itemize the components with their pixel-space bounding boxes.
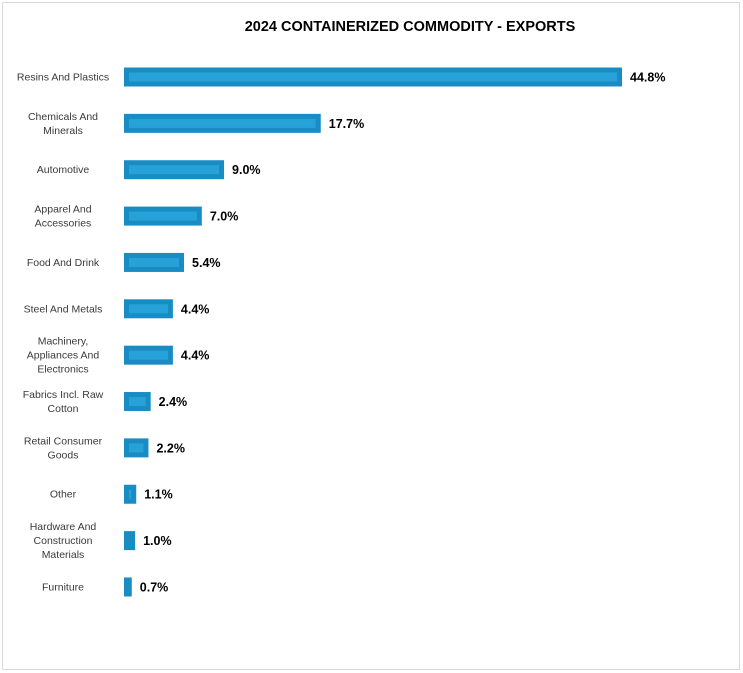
category-label-line: Appliances And <box>27 350 100 362</box>
category-label-line: Food And Drink <box>27 257 100 269</box>
category-label-line: Chemicals And <box>28 111 98 123</box>
category-label-line: Machinery, <box>38 336 89 348</box>
category-label-line: Resins And Plastics <box>17 72 109 84</box>
value-label: 44.8% <box>630 71 665 85</box>
category-label-line: Automotive <box>37 164 90 176</box>
bar-highlight <box>129 211 197 221</box>
category-label-line: Other <box>50 489 77 501</box>
value-label: 4.4% <box>181 302 210 316</box>
bar-highlight <box>129 118 316 128</box>
category-label-line: Goods <box>48 449 79 461</box>
bar <box>124 577 132 597</box>
category-label: Steel And Metals <box>24 303 103 315</box>
category-label: Furniture <box>42 581 84 593</box>
category-label: Resins And Plastics <box>17 72 109 84</box>
value-label: 1.1% <box>144 488 173 502</box>
bar-highlight <box>129 397 146 407</box>
category-label: Fabrics Incl. Raw Cotton <box>23 389 104 415</box>
category-label-line: Furniture <box>42 581 84 593</box>
category-label: Machinery, Appliances And Electronics <box>27 336 100 376</box>
category-label-line: Steel And Metals <box>24 303 103 315</box>
category-label-line: Hardware And <box>30 521 97 533</box>
category-label: Food And Drink <box>27 257 100 269</box>
value-label: 4.4% <box>181 349 210 363</box>
bar-highlight <box>129 165 220 175</box>
value-label: 9.0% <box>232 163 261 177</box>
category-label-line: Retail Consumer <box>24 435 103 447</box>
category-label: Apparel And Accessories <box>34 204 91 230</box>
value-label: 5.4% <box>192 256 221 270</box>
category-label-line: Accessories <box>35 218 92 230</box>
category-label-line: Minerals <box>43 125 83 137</box>
bar-highlight <box>129 443 144 453</box>
value-label: 2.4% <box>159 395 188 409</box>
category-label-line: Electronics <box>37 364 88 376</box>
value-label: 17.7% <box>329 117 364 131</box>
value-label: 0.7% <box>140 580 169 594</box>
category-label: Hardware And Construction Materials <box>30 521 97 561</box>
category-label-line: Apparel And <box>34 204 91 216</box>
bar-highlight <box>129 304 168 314</box>
bar-highlight <box>129 72 617 82</box>
category-label: Other <box>50 489 77 501</box>
bar-highlight <box>129 257 180 267</box>
value-label: 2.2% <box>156 441 185 455</box>
bar-highlight <box>129 489 132 499</box>
category-label-line: Materials <box>42 549 85 561</box>
bar <box>124 531 136 551</box>
bar-highlight <box>129 350 168 360</box>
value-label: 1.0% <box>143 534 172 548</box>
category-label: Automotive <box>37 164 90 176</box>
value-label: 7.0% <box>210 210 239 224</box>
category-label-line: Cotton <box>48 403 79 415</box>
category-label-line: Fabrics Incl. Raw <box>23 389 104 401</box>
category-label-line: Construction <box>34 535 93 547</box>
category-label: Chemicals And Minerals <box>28 111 98 137</box>
category-label: Retail Consumer Goods <box>24 435 103 461</box>
chart-title: 2024 CONTAINERIZED COMMODITY - EXPORTS <box>244 19 576 35</box>
